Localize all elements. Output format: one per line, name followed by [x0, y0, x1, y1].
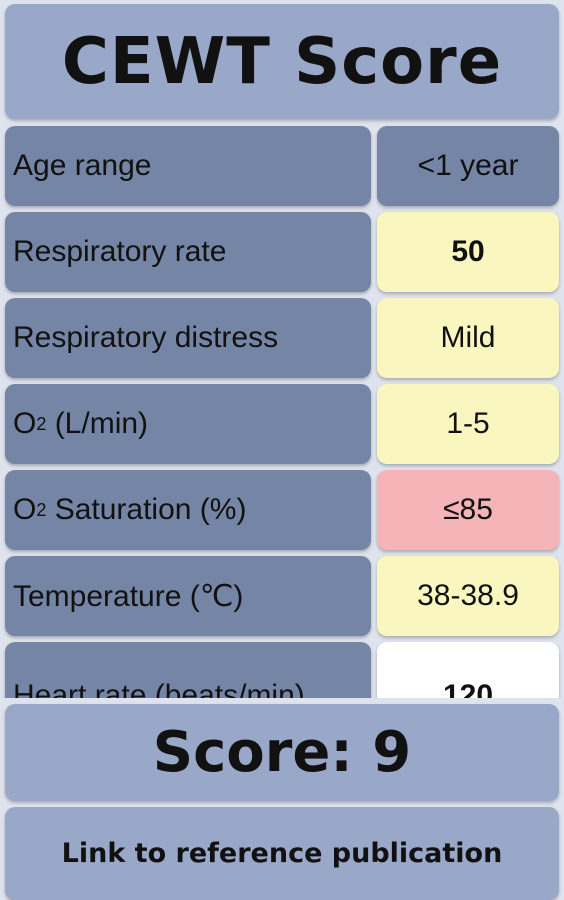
label-oxygen-flow-sub: 2 [36, 413, 47, 434]
label-heart-rate: Heart rate (beats/min) [5, 642, 371, 698]
label-oxygen-saturation-sub: 2 [36, 499, 47, 520]
row-heart-rate: Heart rate (beats/min) 120 [5, 642, 559, 698]
parameters-list[interactable]: Age range <1 year Respiratory rate 50 Re… [0, 124, 564, 698]
value-temperature[interactable]: 38-38.9 [377, 556, 559, 636]
title-banner: CEWT Score [5, 4, 559, 119]
value-oxygen-flow[interactable]: 1-5 [377, 384, 559, 464]
page-title: CEWT Score [61, 24, 503, 99]
label-oxygen-flow-post: (L/min) [46, 407, 149, 440]
row-respiratory-distress: Respiratory distress Mild [5, 298, 559, 378]
value-age-range[interactable]: <1 year [377, 126, 559, 206]
value-heart-rate[interactable]: 120 [377, 642, 559, 698]
score-value: Score: 9 [152, 720, 412, 785]
reference-link-button[interactable]: Link to reference publication [5, 807, 559, 900]
label-age-range: Age range [5, 126, 371, 206]
label-oxygen-saturation-post: Saturation (%) [46, 493, 247, 526]
row-age-range: Age range <1 year [5, 126, 559, 206]
row-respiratory-rate: Respiratory rate 50 [5, 212, 559, 292]
score-banner: Score: 9 [5, 704, 559, 801]
reference-link-label: Link to reference publication [61, 838, 503, 869]
value-respiratory-distress[interactable]: Mild [377, 298, 559, 378]
value-respiratory-rate[interactable]: 50 [377, 212, 559, 292]
label-respiratory-rate: Respiratory rate [5, 212, 371, 292]
label-temperature: Temperature (℃) [5, 556, 371, 636]
label-respiratory-distress: Respiratory distress [5, 298, 371, 378]
row-temperature: Temperature (℃) 38-38.9 [5, 556, 559, 636]
label-oxygen-flow-pre: O [13, 407, 37, 440]
value-oxygen-saturation[interactable]: ≤85 [377, 470, 559, 550]
label-oxygen-saturation-pre: O [13, 493, 37, 526]
